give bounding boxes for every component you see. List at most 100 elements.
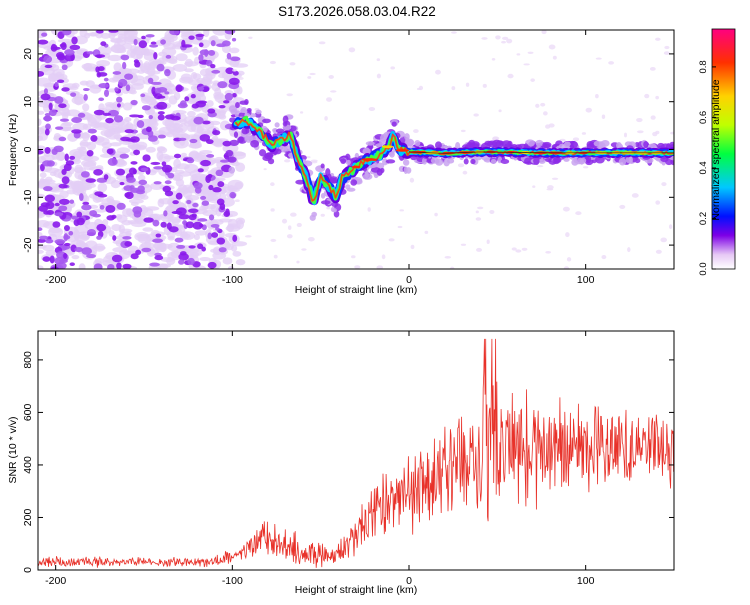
faint-speckle bbox=[310, 159, 318, 163]
ridge-halo bbox=[225, 149, 234, 157]
noise-spot bbox=[83, 94, 88, 101]
ridge-halo bbox=[385, 159, 396, 164]
noise-spot bbox=[107, 264, 115, 269]
noise-spot bbox=[122, 236, 132, 240]
noise-spot bbox=[55, 126, 64, 130]
noise-spot bbox=[103, 89, 110, 97]
faint-speckle bbox=[248, 36, 253, 39]
snr-x-axis-label: Height of straight line (km) bbox=[295, 584, 418, 596]
noise-spot bbox=[130, 187, 141, 193]
noise-blob bbox=[83, 161, 96, 171]
ridge-halo bbox=[576, 157, 587, 165]
noise-spot bbox=[230, 56, 241, 62]
faint-speckle bbox=[444, 256, 452, 259]
noise-blob bbox=[148, 62, 156, 71]
noise-blob bbox=[82, 103, 90, 112]
noise-blob bbox=[48, 73, 58, 83]
noise-spot bbox=[63, 163, 72, 172]
faint-speckle bbox=[462, 170, 468, 175]
noise-spot bbox=[160, 221, 167, 228]
noise-spot bbox=[177, 102, 188, 109]
noise-blob bbox=[222, 257, 233, 265]
noise-blob bbox=[131, 83, 144, 90]
noise-blob bbox=[58, 106, 70, 115]
faint-speckle bbox=[376, 265, 384, 269]
noise-spot bbox=[152, 238, 164, 243]
noise-blob bbox=[199, 256, 211, 262]
noise-spot bbox=[112, 235, 117, 241]
noise-spot bbox=[221, 40, 231, 47]
noise-spot bbox=[210, 64, 216, 69]
ridge-halo bbox=[380, 134, 386, 142]
faint-speckle bbox=[489, 209, 495, 214]
noise-spot bbox=[50, 44, 58, 52]
faint-speckle bbox=[324, 116, 328, 121]
noise-blob bbox=[122, 208, 133, 218]
noise-spot bbox=[140, 93, 146, 98]
noise-spot bbox=[216, 237, 226, 245]
noise-spot bbox=[43, 55, 53, 64]
noise-spot bbox=[156, 63, 165, 72]
noise-blob bbox=[100, 32, 111, 39]
noise-spot bbox=[96, 235, 102, 240]
noise-spot bbox=[175, 192, 183, 200]
noise-spot bbox=[223, 100, 230, 104]
faint-speckle bbox=[511, 247, 517, 251]
noise-spot bbox=[99, 204, 105, 210]
noise-spot bbox=[215, 227, 220, 231]
ridge-halo bbox=[274, 122, 280, 128]
noise-blob bbox=[125, 230, 132, 238]
faint-speckle bbox=[655, 200, 661, 205]
noise-blob bbox=[83, 155, 100, 162]
noise-blob bbox=[235, 259, 246, 266]
noise-blob bbox=[117, 33, 127, 39]
noise-spot bbox=[125, 191, 134, 200]
ridge-halo bbox=[272, 128, 277, 133]
colorbar-tick-label: 0.2 bbox=[698, 212, 709, 225]
faint-speckle bbox=[521, 247, 528, 251]
ridge-halo bbox=[350, 179, 358, 186]
noise-spot bbox=[207, 261, 217, 269]
noise-blob bbox=[188, 151, 201, 159]
noise-spot bbox=[175, 84, 183, 93]
noise-spot bbox=[212, 187, 222, 193]
colorbar-tick-label: 0.4 bbox=[698, 161, 709, 174]
noise-spot bbox=[148, 135, 158, 142]
noise-spot bbox=[176, 244, 186, 249]
noise-spot bbox=[54, 202, 60, 207]
noise-blob bbox=[122, 102, 133, 111]
noise-spot bbox=[61, 176, 70, 185]
noise-spot bbox=[145, 126, 152, 133]
ridge-halo bbox=[228, 166, 236, 174]
noise-spot bbox=[44, 64, 53, 69]
ridge-halo bbox=[389, 150, 395, 158]
spectrogram-y-tick-label: 20 bbox=[22, 48, 34, 60]
noise-blob bbox=[150, 213, 162, 221]
noise-spot bbox=[80, 171, 90, 178]
faint-speckle bbox=[601, 255, 607, 260]
noise-spot bbox=[106, 148, 114, 155]
noise-blob bbox=[71, 82, 80, 89]
noise-spot bbox=[193, 116, 204, 125]
faint-speckle bbox=[636, 117, 643, 123]
noise-spot bbox=[96, 223, 107, 232]
faint-speckle bbox=[619, 204, 626, 209]
noise-blob bbox=[140, 242, 155, 250]
noise-spot bbox=[94, 54, 106, 58]
noise-blob bbox=[114, 123, 124, 130]
faint-speckle bbox=[482, 83, 487, 88]
ridge-halo bbox=[586, 143, 594, 150]
noise-blob bbox=[189, 247, 203, 257]
noise-spot bbox=[186, 199, 192, 205]
faint-speckle bbox=[501, 36, 509, 40]
faint-speckle bbox=[649, 66, 656, 71]
noise-blob bbox=[192, 73, 202, 80]
noise-spot bbox=[202, 120, 211, 125]
faint-speckle bbox=[270, 208, 275, 212]
faint-speckle bbox=[367, 207, 371, 212]
faint-speckle bbox=[552, 55, 557, 60]
noise-spot bbox=[134, 61, 141, 68]
noise-spot bbox=[133, 38, 138, 46]
ridge-halo bbox=[404, 138, 415, 147]
